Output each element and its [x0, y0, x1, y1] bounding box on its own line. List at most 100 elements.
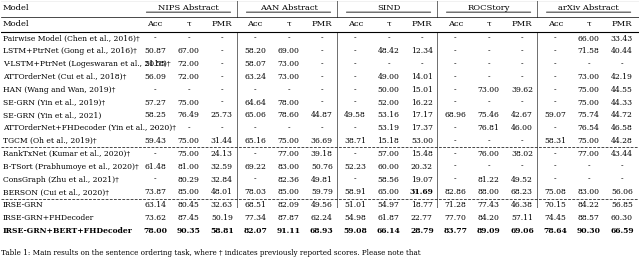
- Text: Acc: Acc: [147, 20, 163, 28]
- Text: 39.62: 39.62: [511, 86, 533, 94]
- Text: 80.29: 80.29: [177, 176, 200, 183]
- Text: τ: τ: [486, 20, 491, 28]
- Text: -: -: [520, 99, 524, 107]
- Text: 52.23: 52.23: [344, 163, 366, 171]
- Text: -: -: [387, 35, 390, 43]
- Text: 39.18: 39.18: [311, 150, 333, 158]
- Text: 31.44: 31.44: [211, 137, 233, 145]
- Text: -: -: [520, 73, 524, 81]
- Text: 75.00: 75.00: [177, 150, 200, 158]
- Text: -: -: [454, 176, 456, 183]
- Text: -: -: [354, 176, 356, 183]
- Text: 76.81: 76.81: [477, 124, 499, 132]
- Text: -: -: [554, 73, 557, 81]
- Text: SE-GRN (Yin et al., 2019)†: SE-GRN (Yin et al., 2019)†: [3, 99, 105, 107]
- Text: 85.00: 85.00: [177, 188, 200, 196]
- Text: 67.00: 67.00: [177, 47, 200, 56]
- Text: 50.19: 50.19: [211, 214, 233, 222]
- Text: -: -: [520, 137, 524, 145]
- Text: -: -: [420, 35, 423, 43]
- Text: Model: Model: [3, 4, 29, 12]
- Text: 38.02: 38.02: [511, 150, 533, 158]
- Text: -: -: [387, 60, 390, 68]
- Text: SE-GRN (Yin et al., 2021): SE-GRN (Yin et al., 2021): [3, 112, 101, 120]
- Text: 65.00: 65.00: [378, 188, 399, 196]
- Text: 73.00: 73.00: [577, 73, 600, 81]
- Text: 78.64: 78.64: [543, 227, 567, 235]
- Text: -: -: [554, 176, 557, 183]
- Text: 81.00: 81.00: [177, 163, 200, 171]
- Text: 88.00: 88.00: [477, 188, 499, 196]
- Text: 56.85: 56.85: [611, 201, 633, 209]
- Text: τ: τ: [186, 20, 191, 28]
- Text: -: -: [221, 60, 223, 68]
- Text: -: -: [454, 150, 456, 158]
- Text: -: -: [221, 86, 223, 94]
- Text: -: -: [254, 124, 257, 132]
- Text: 22.77: 22.77: [411, 214, 433, 222]
- Text: 61.87: 61.87: [378, 214, 399, 222]
- Text: IRSE-GRN+BERT+FHDecoder: IRSE-GRN+BERT+FHDecoder: [3, 227, 132, 235]
- Text: 83.00: 83.00: [577, 188, 600, 196]
- Text: -: -: [454, 99, 456, 107]
- Text: 33.43: 33.43: [611, 35, 633, 43]
- Text: 16.22: 16.22: [411, 99, 433, 107]
- Text: 53.16: 53.16: [378, 112, 399, 120]
- Text: 42.67: 42.67: [511, 112, 533, 120]
- Text: 57.27: 57.27: [144, 99, 166, 107]
- Text: -: -: [254, 35, 257, 43]
- Text: -: -: [621, 176, 623, 183]
- Text: 68.51: 68.51: [244, 201, 266, 209]
- Text: 51.55: 51.55: [144, 60, 166, 68]
- Text: 54.98: 54.98: [344, 214, 366, 222]
- Text: 68.93: 68.93: [310, 227, 333, 235]
- Text: -: -: [221, 73, 223, 81]
- Text: -: -: [554, 86, 557, 94]
- Text: 65.06: 65.06: [244, 112, 266, 120]
- Text: 18.77: 18.77: [411, 201, 433, 209]
- Text: -: -: [321, 73, 323, 81]
- Text: 43.44: 43.44: [611, 150, 633, 158]
- Text: 32.59: 32.59: [211, 163, 233, 171]
- Text: TGCM (Oh et al., 2019)†: TGCM (Oh et al., 2019)†: [3, 137, 96, 145]
- Text: 53.00: 53.00: [411, 137, 433, 145]
- Text: 56.06: 56.06: [611, 188, 633, 196]
- Text: PMR: PMR: [412, 20, 432, 28]
- Text: 40.44: 40.44: [611, 47, 633, 56]
- Text: -: -: [287, 86, 290, 94]
- Text: 44.72: 44.72: [611, 112, 633, 120]
- Text: -: -: [154, 150, 156, 158]
- Text: τ: τ: [586, 20, 591, 28]
- Text: -: -: [554, 35, 557, 43]
- Text: SIND: SIND: [377, 4, 400, 12]
- Text: -: -: [520, 35, 524, 43]
- Text: 32.63: 32.63: [211, 201, 233, 209]
- Text: 44.87: 44.87: [311, 112, 333, 120]
- Text: 76.00: 76.00: [477, 150, 499, 158]
- Text: 88.57: 88.57: [578, 214, 600, 222]
- Text: 64.64: 64.64: [244, 99, 266, 107]
- Text: -: -: [287, 124, 290, 132]
- Text: -: -: [420, 60, 423, 68]
- Text: 53.19: 53.19: [378, 124, 399, 132]
- Text: 73.87: 73.87: [144, 188, 166, 196]
- Text: Model: Model: [3, 20, 29, 28]
- Text: ATTOrderNet (Cui et al., 2018)†: ATTOrderNet (Cui et al., 2018)†: [3, 73, 126, 81]
- Text: 42.19: 42.19: [611, 73, 633, 81]
- Text: 31.69: 31.69: [410, 188, 434, 196]
- Text: -: -: [354, 47, 356, 56]
- Text: Pairwise Model (Chen et al., 2016)†: Pairwise Model (Chen et al., 2016)†: [3, 35, 140, 43]
- Text: 57.11: 57.11: [511, 214, 533, 222]
- Text: -: -: [354, 150, 356, 158]
- Text: -: -: [454, 73, 456, 81]
- Text: 66.59: 66.59: [610, 227, 634, 235]
- Text: 73.00: 73.00: [477, 86, 500, 94]
- Text: 77.34: 77.34: [244, 214, 266, 222]
- Text: 50.76: 50.76: [311, 163, 333, 171]
- Text: 50.00: 50.00: [378, 86, 399, 94]
- Text: -: -: [554, 163, 557, 171]
- Text: 76.49: 76.49: [177, 112, 200, 120]
- Text: BERSON (Cui et al., 2020)†: BERSON (Cui et al., 2020)†: [3, 188, 109, 196]
- Text: -: -: [354, 73, 356, 81]
- Text: 58.81: 58.81: [210, 227, 234, 235]
